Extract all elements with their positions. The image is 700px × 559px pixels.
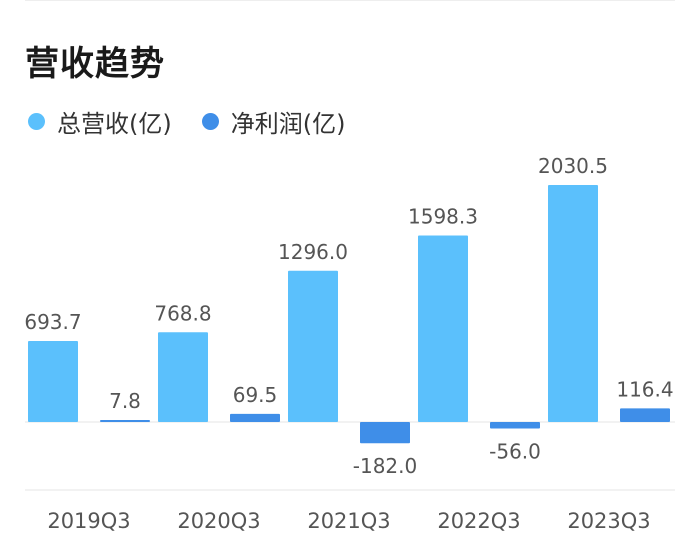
profit-bar-2020Q3[interactable] (230, 413, 280, 422)
profit-value-label-2022Q3: -56.0 (489, 440, 541, 464)
revenue-bar-2022Q3[interactable] (418, 235, 468, 422)
revenue-value-label-2021Q3: 1296.0 (278, 240, 348, 264)
revenue-value-label-2023Q3: 2030.5 (538, 154, 608, 178)
revenue-bar-2020Q3[interactable] (158, 332, 208, 422)
revenue-value-label-2020Q3: 768.8 (154, 301, 211, 325)
revenue-bar-2021Q3[interactable] (288, 270, 338, 422)
profit-bar-2021Q3[interactable] (360, 422, 410, 444)
profit-bar-2023Q3[interactable] (620, 408, 670, 422)
profit-value-label-2023Q3: 116.4 (616, 377, 673, 401)
chart-legend: 总营收(亿) 净利润(亿) (28, 104, 375, 139)
page-title: 营收趋势 (25, 44, 165, 84)
x-tick-label-2022Q3: 2022Q3 (437, 509, 520, 533)
legend-dot-revenue (28, 113, 45, 130)
profit-value-label-2020Q3: 69.5 (233, 383, 278, 407)
revenue-value-label-2022Q3: 1598.3 (408, 204, 478, 228)
revenue-bar-2019Q3[interactable] (28, 341, 78, 422)
legend-item-profit[interactable]: 净利润(亿) (201, 104, 346, 139)
top-divider (25, 0, 675, 1)
profit-value-label-2019Q3: 7.8 (109, 389, 141, 413)
revenue-bar-2023Q3[interactable] (548, 185, 598, 422)
x-tick-label-2019Q3: 2019Q3 (47, 509, 130, 533)
x-tick-label-2023Q3: 2023Q3 (567, 509, 650, 533)
profit-value-label-2021Q3: -182.0 (353, 454, 417, 478)
legend-item-revenue[interactable]: 总营收(亿) (28, 104, 172, 139)
profit-bar-2019Q3[interactable] (100, 420, 150, 422)
legend-dot-profit (201, 113, 219, 130)
profit-bar-2022Q3[interactable] (490, 422, 540, 429)
x-tick-label-2021Q3: 2021Q3 (307, 509, 390, 533)
legend-label-profit: 净利润(亿) (230, 110, 346, 138)
legend-label-revenue: 总营收(亿) (57, 110, 172, 138)
revenue-value-label-2019Q3: 693.7 (24, 310, 81, 334)
x-tick-label-2020Q3: 2020Q3 (177, 509, 260, 533)
